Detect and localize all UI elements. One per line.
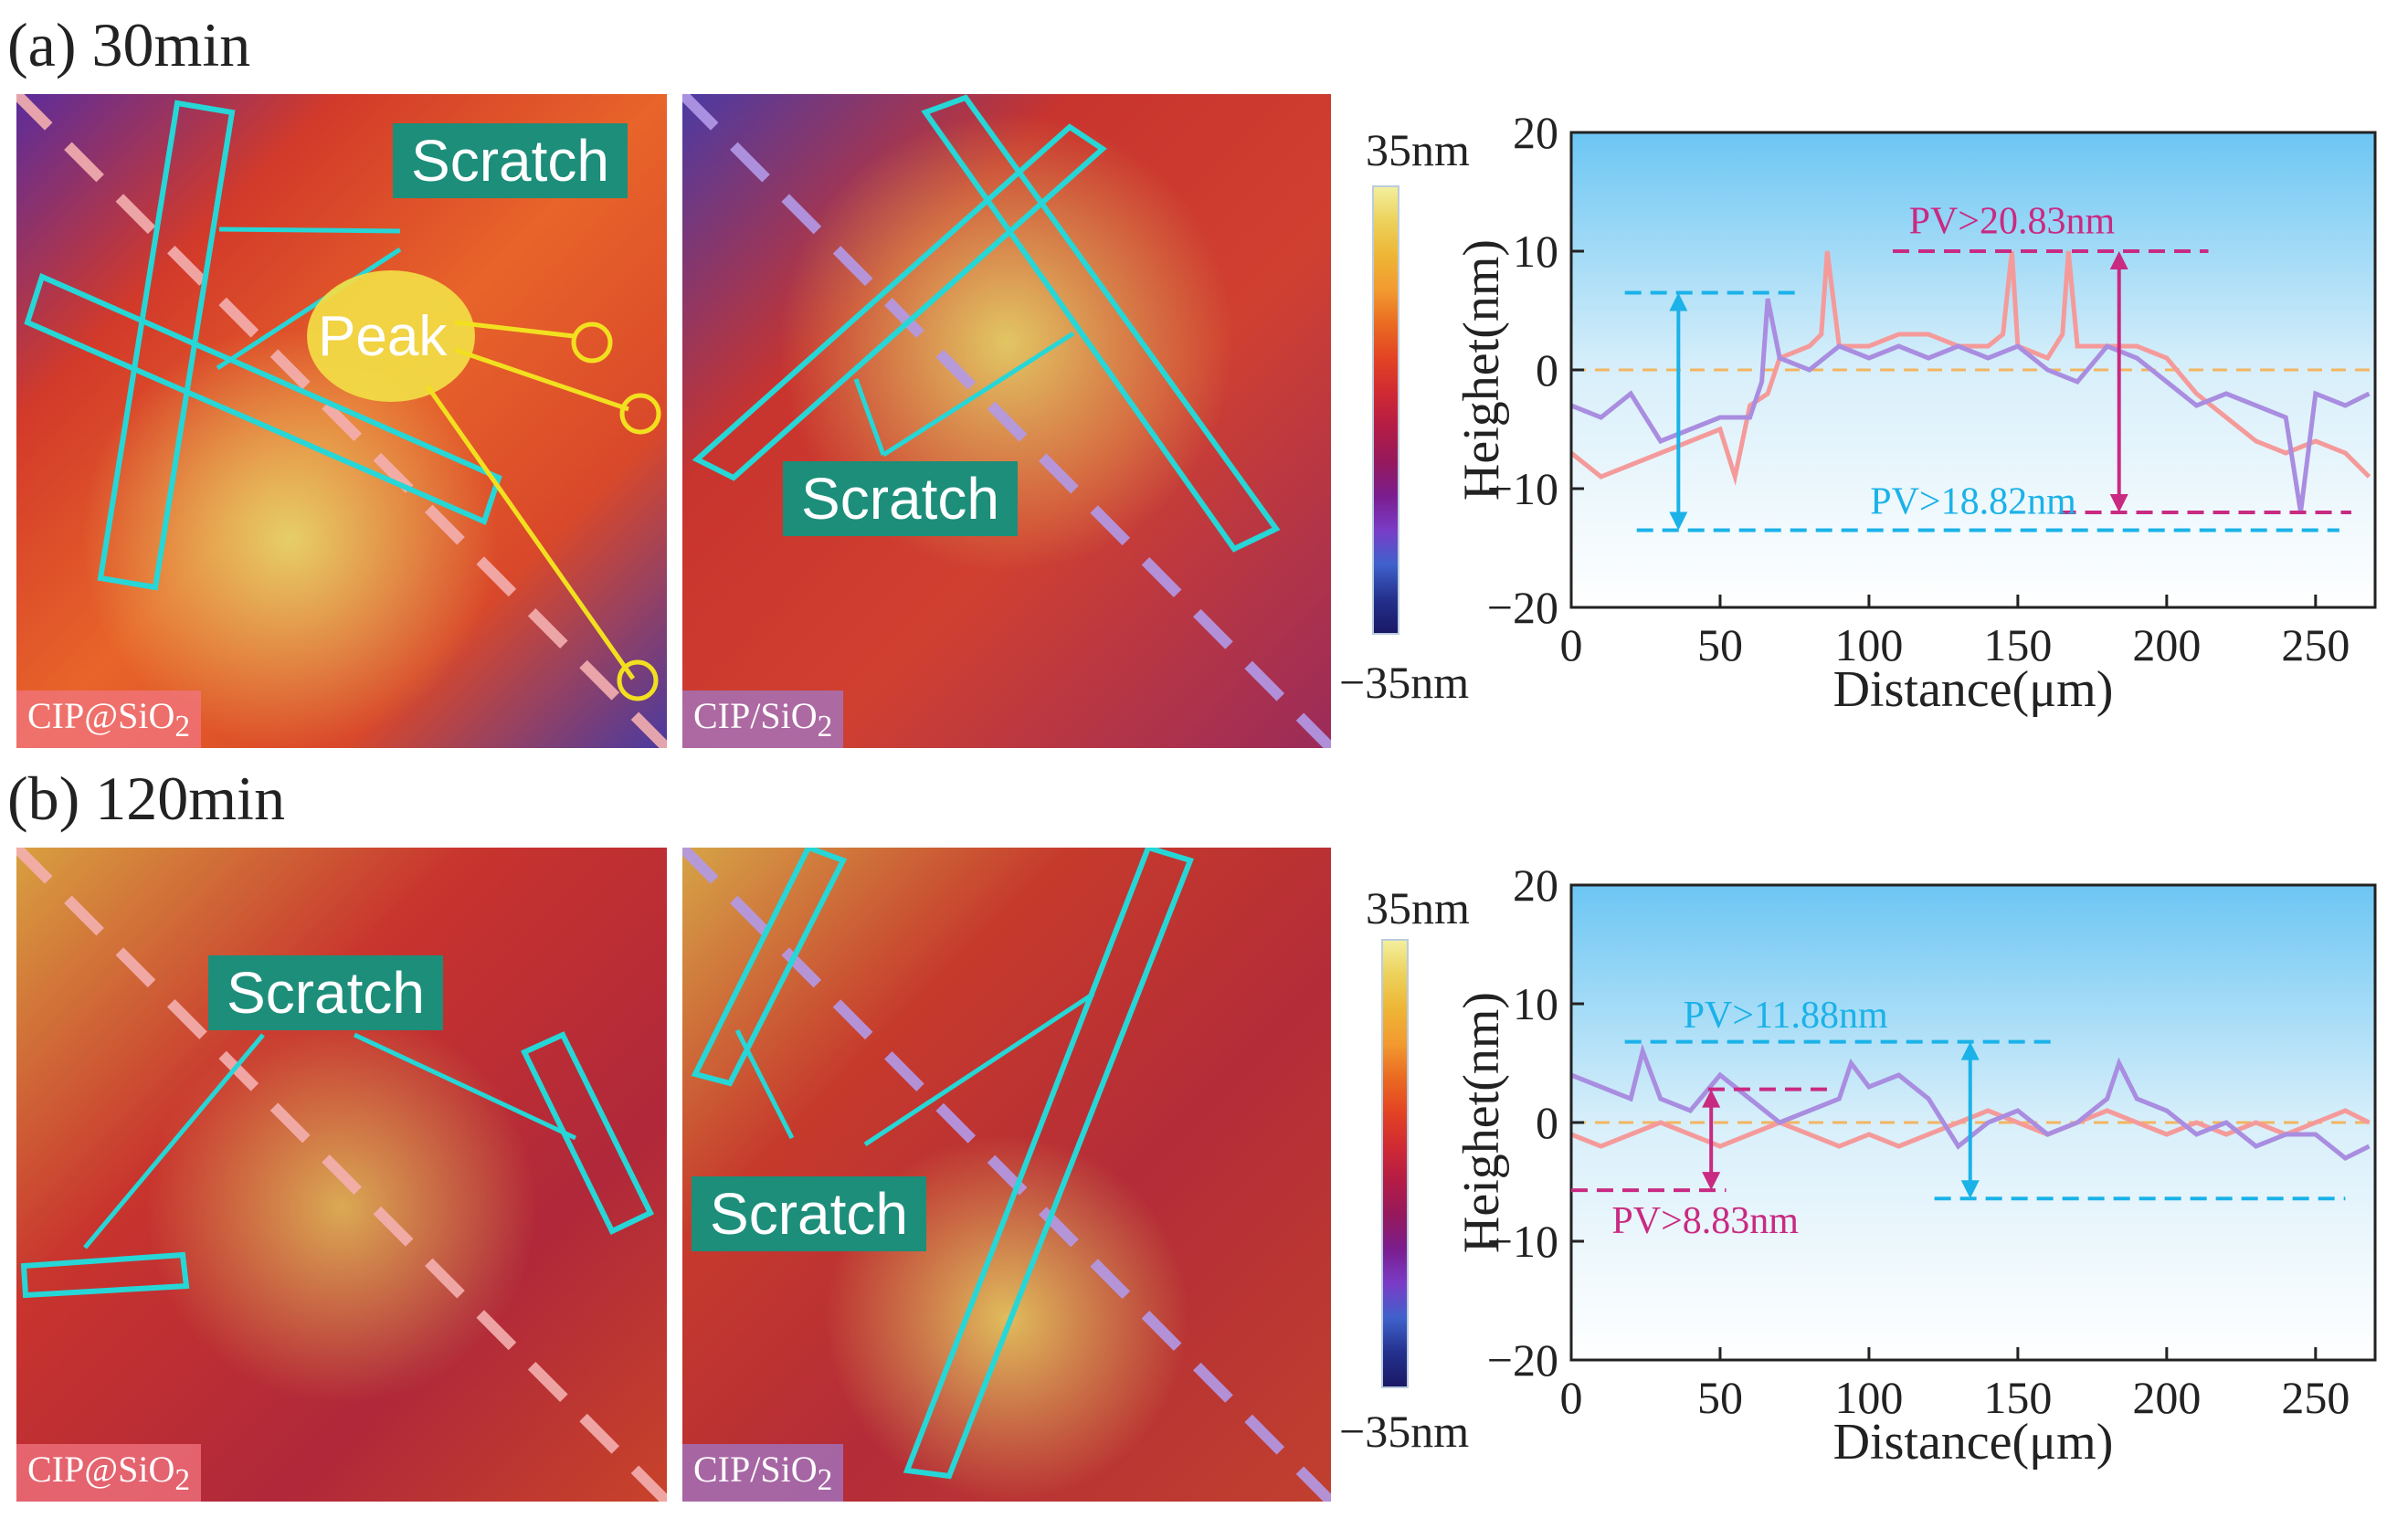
sample-tag-cip-sio2: CIP/SiO2	[682, 690, 844, 748]
y-tick-label: 0	[1536, 344, 1558, 395]
peak-ellipse	[307, 270, 475, 402]
x-tick-label: 150	[1983, 1372, 2052, 1423]
x-tick-label: 250	[2281, 619, 2350, 670]
scratch-box	[24, 272, 502, 526]
afm-image-b-cip-sio2: Scratch CIP/SiO2	[682, 848, 1331, 1502]
scratch-box	[692, 123, 1107, 481]
y-tick-label: 20	[1513, 862, 1558, 911]
x-tick-label: 200	[2132, 619, 2201, 670]
scratch-label: Scratch	[692, 1176, 926, 1251]
height-profile-chart-a: 0 50 100 150 200 250 20 10 0 −10 −20 Distance(μm) He…	[1407, 107, 2403, 754]
x-tick-label: 150	[1983, 619, 2052, 670]
scratch-label: Scratch	[393, 123, 628, 198]
x-tick-label: 50	[1697, 619, 1743, 670]
panel-a-title: (a) 30min	[7, 10, 251, 79]
y-tick-label: 20	[1513, 110, 1558, 158]
pv-arrow-head	[1960, 1180, 1980, 1199]
peak-label: Peak	[318, 305, 448, 368]
y-tick-label: −10	[1487, 1216, 1558, 1267]
pv-label: PV>18.82nm	[1870, 480, 2076, 522]
y-tick-label: 10	[1513, 226, 1558, 277]
sample-tag-cip-at-sio2: CIP@SiO2	[16, 1444, 201, 1502]
x-axis-label: Distance(μm)	[1833, 661, 2114, 718]
afm-image-a-cip-sio2: Scratch CIP/SiO2	[682, 94, 1331, 748]
x-tick-label: 100	[1834, 619, 1903, 670]
panel-b-title: (b) 120min	[7, 764, 286, 833]
x-tick-label: 0	[1560, 619, 1583, 670]
scratch-label: Scratch	[783, 461, 1018, 536]
y-tick-label: 10	[1513, 978, 1558, 1029]
colorbar-max-label: 35nm	[1366, 882, 1470, 933]
colorbar-a	[1372, 185, 1399, 635]
x-tick-label: 0	[1560, 1372, 1583, 1423]
afm-image-b-cip-at-sio2: Scratch CIP@SiO2	[16, 848, 667, 1502]
pv-label: PV>8.83nm	[1611, 1200, 1799, 1242]
peak-marker	[619, 393, 661, 435]
peak-marker	[571, 322, 613, 364]
pv-arrow-head	[1702, 1172, 1721, 1191]
pv-arrow-head	[2109, 494, 2128, 512]
pv-arrow-head	[1960, 1041, 1980, 1060]
x-tick-label: 250	[2281, 1372, 2350, 1423]
scratch-box	[903, 848, 1194, 1480]
x-tick-label: 200	[2132, 1372, 2201, 1423]
scratch-label: Scratch	[208, 955, 443, 1030]
pv-arrow-head	[1669, 511, 1688, 531]
pv-arrow-head	[1702, 1089, 1721, 1108]
y-tick-label: −20	[1487, 1334, 1558, 1386]
peak-marker	[617, 659, 659, 701]
colorbar-min-label: −35nm	[1339, 657, 1470, 708]
scratch-box	[20, 1251, 190, 1299]
pv-arrow-head	[2109, 251, 2128, 269]
pv-label: PV>11.88nm	[1684, 995, 1888, 1037]
pv-label: PV>20.83nm	[1909, 201, 2116, 243]
series-line	[1570, 1043, 2371, 1161]
scratch-box	[921, 94, 1281, 553]
y-tick-label: −10	[1487, 463, 1558, 514]
sample-tag-cip-sio2: CIP/SiO2	[682, 1444, 844, 1502]
scratch-box	[97, 100, 236, 591]
scratch-box	[520, 1031, 655, 1235]
y-tick-label: −20	[1487, 582, 1558, 633]
sample-tag-cip-at-sio2: CIP@SiO2	[16, 690, 201, 748]
series-line	[1570, 1108, 2371, 1149]
colorbar-b	[1381, 939, 1409, 1388]
colorbar-min-label: −35nm	[1339, 1406, 1470, 1457]
height-profile-chart-b: 0 50 100 150 200 250 20 10 0 −10 −20 Distance(μm) He…	[1407, 859, 2403, 1506]
y-axis-label: Heighet(nm)	[1453, 239, 1510, 501]
y-axis-label: Heighet(nm)	[1453, 992, 1510, 1253]
series-line	[1569, 250, 2371, 486]
pv-arrow-head	[1669, 292, 1688, 311]
afm-image-a-cip-at-sio2: Scratch Peak CIP@SiO2	[16, 94, 667, 748]
x-axis-label: Distance(μm)	[1833, 1414, 2114, 1471]
x-tick-label: 50	[1697, 1372, 1743, 1423]
y-tick-label: 0	[1536, 1097, 1558, 1148]
x-tick-label: 100	[1834, 1372, 1903, 1423]
series-line	[1570, 298, 2371, 513]
scratch-box	[691, 848, 848, 1087]
colorbar-max-label: 35nm	[1366, 124, 1470, 175]
